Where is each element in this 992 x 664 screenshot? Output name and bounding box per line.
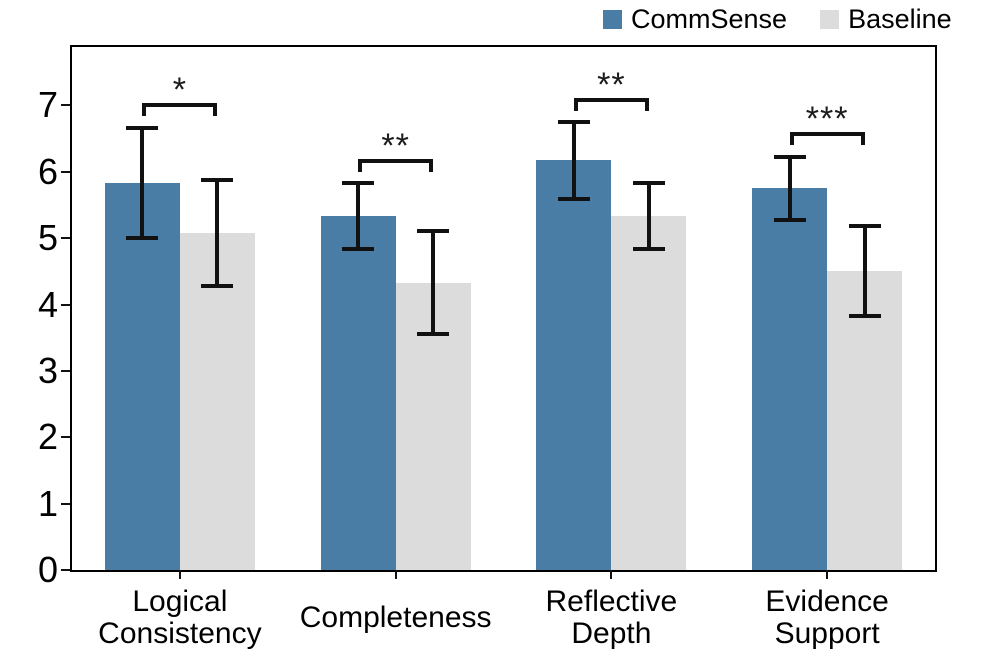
significance-stars: * [172,71,187,110]
legend-item-commsense: CommSense [603,4,787,35]
bar-baseline [179,232,255,570]
commsense-swatch-icon [603,10,622,29]
y-axis-tick [61,569,70,571]
error-bar-cap-bottom [773,217,806,222]
baseline-swatch-icon [820,10,840,29]
plot-area: 0 1 2 3 4 5 6 7 Logical Consistency * Completeness *… [38,45,937,650]
error-bar-cap-top [632,181,665,186]
x-axis-category-label: Evidence Support [712,583,942,653]
y-axis-tick [61,104,70,107]
y-axis-tick [61,237,70,240]
significance-bracket [789,131,865,145]
x-axis-category-label-line: Logical [132,585,228,618]
y-axis-tick-label: 0 [37,549,58,590]
error-bar-cap-bottom [417,332,450,337]
x-axis-category-label-line: Depth [571,617,652,650]
error-bar-line [431,230,436,335]
error-bar-cap-bottom [632,247,665,252]
legend: CommSense Baseline [603,4,952,35]
error-bar-cap-top [773,155,806,160]
error-bar-cap-top [557,119,590,124]
bar-baseline [827,271,903,570]
legend-item-baseline: Baseline [820,4,952,35]
error-bar-line [215,179,220,286]
bar-commsense [752,188,828,570]
y-axis-tick [61,436,70,439]
y-axis-tick-label: 4 [37,283,58,325]
y-axis-tick-label: 2 [37,416,58,458]
bar-commsense [104,183,180,570]
x-axis-category-label-line: Consistency [98,617,262,650]
x-axis-category-label-line: Completeness [299,601,492,634]
error-bar-cap-top [848,224,881,229]
error-bar-cap-top [126,125,159,130]
error-bar-line [646,183,651,250]
y-axis-tick-label: 6 [37,150,58,192]
y-axis-tick-label: 7 [37,84,58,126]
bar-commsense [536,160,612,570]
error-bar-line [571,121,576,199]
x-axis-tick [610,570,613,579]
significance-stars: *** [805,99,849,138]
x-axis-category-label-line: Evidence [765,585,889,618]
bar-baseline [611,216,687,570]
error-bar-line [356,183,361,250]
significance-stars: ** [381,126,410,165]
legend-label-commsense: CommSense [631,4,788,34]
error-bar-cap-top [201,177,234,182]
x-axis-category-label: Completeness [281,583,511,653]
y-axis-tick-label: 1 [37,482,58,524]
bar-commsense [320,216,396,570]
error-bar-cap-bottom [557,196,590,201]
y-axis-tick [61,502,70,505]
significance-bracket [142,103,218,117]
x-axis-category-label-line: Reflective [545,585,678,618]
y-axis-tick [61,303,70,306]
error-bar-cap-bottom [126,236,159,241]
error-bar-cap-bottom [342,247,375,252]
error-bar-line [140,127,145,239]
error-bar-line [787,157,792,220]
error-bar-cap-top [417,228,450,233]
error-bar-cap-top [342,181,375,186]
x-axis-tick [178,570,181,579]
error-bar-cap-bottom [848,314,881,319]
x-axis-tick [826,570,829,579]
y-axis-tick [61,369,70,372]
y-axis-tick [61,170,70,173]
legend-label-baseline: Baseline [848,4,952,34]
y-axis-tick-label: 5 [37,217,58,259]
significance-bracket [358,158,434,172]
error-bar-cap-bottom [201,283,234,288]
significance-bracket [573,98,649,112]
y-axis-tick-label: 3 [37,349,58,391]
x-axis-tick [394,570,397,579]
x-axis-category-label: Logical Consistency [65,583,295,653]
significance-stars: ** [597,66,626,105]
x-axis-category-label-line: Support [774,617,880,650]
x-axis-category-label: Reflective Depth [496,583,726,653]
error-bar-line [862,226,867,317]
